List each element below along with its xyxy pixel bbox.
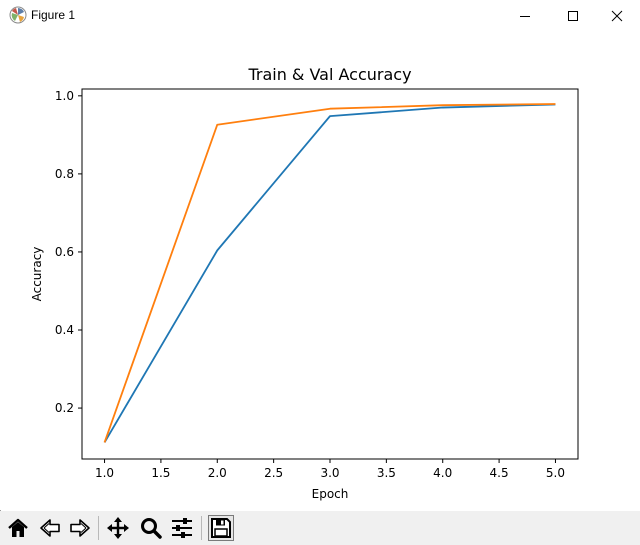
y-tick-label: 0.2: [55, 401, 74, 415]
configure-subplots-icon: [172, 518, 192, 538]
x-tick-label: 1.0: [95, 466, 114, 480]
toolbar-separator: [98, 516, 99, 540]
back-arrow-icon: [40, 519, 60, 537]
pan-button[interactable]: [105, 515, 131, 541]
y-tick-label: 1.0: [55, 89, 74, 103]
save-button[interactable]: [208, 515, 234, 541]
figure-canvas[interactable]: Train & Val Accuracy 1.0 1.5 2.0 2.5 3.0 3.5 4…: [0, 31, 640, 510]
plot-area: [103, 103, 556, 443]
x-axis-label: Epoch: [312, 487, 349, 501]
y-tick-label: 0.8: [55, 167, 74, 181]
x-tick-label: 3.0: [320, 466, 339, 480]
x-tick-label: 3.5: [377, 466, 396, 480]
forward-arrow-icon: [70, 519, 90, 537]
x-tick-label: 4.0: [433, 466, 452, 480]
maximize-icon: [568, 10, 578, 21]
axes-frame: [81, 88, 579, 460]
close-icon: [611, 10, 623, 21]
title-bar[interactable]: Figure 1: [0, 0, 640, 31]
home-button[interactable]: [5, 515, 31, 541]
navigation-toolbar: [0, 511, 640, 545]
save-icon: [211, 518, 231, 538]
back-button[interactable]: [37, 515, 63, 541]
configure-subplots-button[interactable]: [169, 515, 195, 541]
x-tick-label: 1.5: [151, 466, 170, 480]
series-line-1: [103, 103, 556, 443]
x-tick-label: 5.0: [546, 466, 565, 480]
matplotlib-logo-icon: [9, 6, 27, 24]
pan-icon: [107, 517, 129, 539]
zoom-button[interactable]: [138, 515, 164, 541]
x-tick-label: 2.5: [264, 466, 283, 480]
y-tick-label: 0.4: [55, 323, 74, 337]
window-title: Figure 1: [31, 8, 76, 22]
minimize-button[interactable]: [502, 0, 548, 31]
zoom-icon: [141, 518, 162, 539]
x-tick-label: 2.0: [208, 466, 227, 480]
home-icon: [8, 518, 28, 537]
x-tick-label: 4.5: [490, 466, 509, 480]
chart-title: Train & Val Accuracy: [247, 65, 411, 84]
close-button[interactable]: [594, 0, 640, 31]
toolbar-separator: [201, 516, 202, 540]
x-axis: 1.0 1.5 2.0 2.5 3.0 3.5 4.0 4.5 5.0: [95, 459, 565, 480]
line-chart: Train & Val Accuracy 1.0 1.5 2.0 2.5 3.0 3.5 4…: [30, 65, 579, 501]
minimize-icon: [520, 15, 530, 17]
maximize-button[interactable]: [550, 0, 596, 31]
y-axis: 0.2 0.4 0.6 0.8 1.0: [55, 89, 82, 415]
y-tick-label: 0.6: [55, 245, 74, 259]
series-line-2: [103, 103, 556, 443]
forward-button[interactable]: [67, 515, 93, 541]
y-axis-label: Accuracy: [30, 247, 44, 302]
